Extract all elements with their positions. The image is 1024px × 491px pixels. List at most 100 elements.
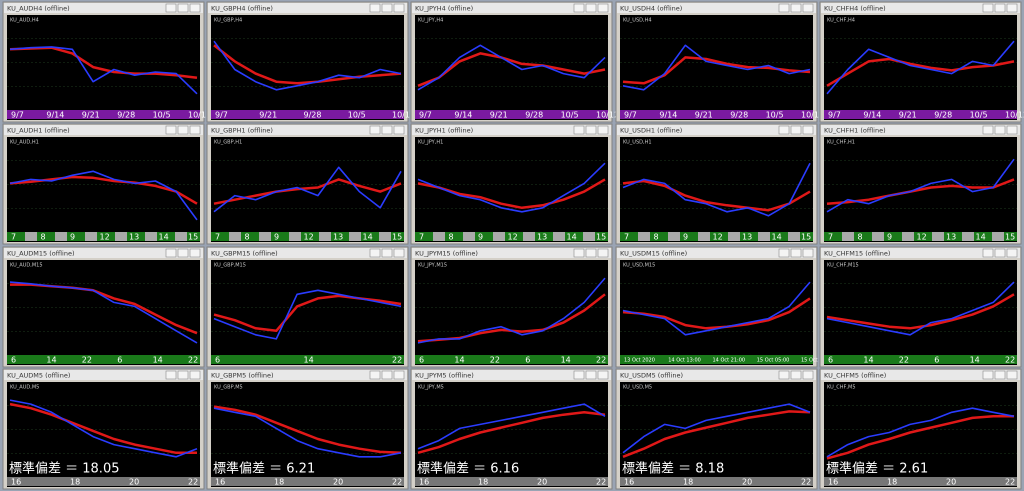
maximize-button[interactable] <box>790 3 802 13</box>
maximize-button[interactable] <box>994 3 1006 13</box>
minimize-button[interactable] <box>573 125 585 135</box>
minimize-button[interactable] <box>369 125 381 135</box>
chart-window[interactable]: KU_JPYM15 (offline) KU_JPY,M15 6 14 22 6 14 22 <box>410 246 613 368</box>
close-button[interactable] <box>393 248 405 258</box>
minimize-button[interactable] <box>165 248 177 258</box>
close-button[interactable] <box>802 125 814 135</box>
close-button[interactable] <box>802 3 814 13</box>
chart-window[interactable]: KU_JPYH1 (offline) KU_JPY,H1 7 8 9 12 13 14 15 <box>410 123 613 245</box>
chart-window[interactable]: KU_CHFH1 (offline) KU_CHF,H1 7 8 9 12 13 14 15 <box>819 123 1022 245</box>
maximize-button[interactable] <box>177 248 189 258</box>
minimize-button[interactable] <box>165 370 177 380</box>
chart-window[interactable]: KU_CHFM15 (offline) KU_CHF,M15 6 14 22 6 14 22 <box>819 246 1022 368</box>
chart-window[interactable]: KU_GBPH4 (offline) KU_GBP,H4 9/7 9/21 9/28 10… <box>206 1 415 123</box>
minimize-button[interactable] <box>982 3 994 13</box>
close-button[interactable] <box>597 370 609 380</box>
maximize-button[interactable] <box>994 248 1006 258</box>
chart-window[interactable]: KU_AUDH4 (offline) KU_AUD,H4 9/7 9/14 9/21 9/… <box>2 1 211 123</box>
maximize-button[interactable] <box>381 370 393 380</box>
close-button[interactable] <box>393 370 405 380</box>
price-line <box>213 166 402 213</box>
x-tick-label: 12 <box>917 233 927 242</box>
maximize-button[interactable] <box>177 3 189 13</box>
chart-window[interactable]: KU_AUDH1 (offline) KU_AUD,H1 7 8 9 12 13 14 15 <box>2 123 205 245</box>
chart-window[interactable]: KU_CHFM5 (offline) KU_CHF,M5 16 18 20 22 標準偏差 … <box>819 368 1022 490</box>
x-tick-label: 8 <box>41 233 46 242</box>
maximize-button[interactable] <box>381 248 393 258</box>
close-button[interactable] <box>597 248 609 258</box>
close-button[interactable] <box>1006 248 1018 258</box>
chart-window[interactable]: KU_AUDM15 (offline) KU_AUD,M15 6 14 22 6 14 22 <box>2 246 205 368</box>
minimize-button[interactable] <box>369 3 381 13</box>
maximize-button[interactable] <box>585 248 597 258</box>
maximize-button[interactable] <box>585 3 597 13</box>
x-tick-label: 14 <box>970 356 980 365</box>
maximize-button[interactable] <box>994 125 1006 135</box>
minimize-button[interactable] <box>982 370 994 380</box>
minimize-button[interactable] <box>982 248 994 258</box>
minimize-button[interactable] <box>778 3 790 13</box>
session-block <box>229 232 241 241</box>
minimize-button[interactable] <box>369 370 381 380</box>
chart-window[interactable]: KU_AUDM5 (offline) KU_AUD,M5 16 18 20 22 標準偏差 … <box>2 368 205 490</box>
x-tick-label: 22 <box>596 356 606 365</box>
maximize-button[interactable] <box>381 3 393 13</box>
chart-window[interactable]: KU_USDM5 (offline) KU_USD,M5 16 18 20 22 標準偏差 … <box>615 368 818 490</box>
maximize-button[interactable] <box>585 125 597 135</box>
chart-window[interactable]: KU_GBPH1 (offline) KU_GBP,H1 7 8 9 12 13 14 15 <box>206 123 409 245</box>
chart-window[interactable]: KU_GBPM5 (offline) KU_GBP,M5 16 18 20 22 標準偏差 … <box>206 368 409 490</box>
maximize-button[interactable] <box>790 248 802 258</box>
maximize-button[interactable] <box>790 125 802 135</box>
session-block <box>85 232 97 241</box>
minimize-button[interactable] <box>778 248 790 258</box>
minimize-button[interactable] <box>573 3 585 13</box>
close-button[interactable] <box>597 125 609 135</box>
chart-area <box>620 137 813 242</box>
x-tick-label: 9/28 <box>304 111 322 120</box>
close-button[interactable] <box>802 248 814 258</box>
minimize-button[interactable] <box>165 3 177 13</box>
minimize-button[interactable] <box>369 248 381 258</box>
maximize-button[interactable] <box>585 370 597 380</box>
x-tick-label: 12 <box>713 233 723 242</box>
close-button[interactable] <box>189 370 201 380</box>
minimize-button[interactable] <box>982 125 994 135</box>
close-button[interactable] <box>802 370 814 380</box>
close-button[interactable] <box>393 3 405 13</box>
chart-window[interactable]: KU_USDM15 (offline) KU_USD,M15 13 Oct 2020… <box>615 246 834 368</box>
chart-window[interactable]: KU_USDH1 (offline) KU_USD,H1 7 8 9 12 13 14 15 <box>615 123 818 245</box>
time-axis-strip <box>7 477 200 486</box>
time-axis-strip <box>415 477 608 486</box>
close-button[interactable] <box>1006 125 1018 135</box>
minimize-button[interactable] <box>778 370 790 380</box>
close-button[interactable] <box>393 125 405 135</box>
minimize-button[interactable] <box>778 125 790 135</box>
close-button[interactable] <box>1006 3 1018 13</box>
chart-window[interactable]: KU_USDH4 (offline) KU_USD,H4 9/7 9/14 9/21 9/… <box>615 1 824 123</box>
maximize-button[interactable] <box>381 125 393 135</box>
time-axis-strip <box>211 477 404 486</box>
close-button[interactable] <box>189 3 201 13</box>
maximize-button[interactable] <box>177 125 189 135</box>
x-tick-label: 10/12 <box>1005 111 1024 120</box>
session-block <box>463 232 475 241</box>
chart-window[interactable]: KU_GBPM15 (offline) KU_GBP,M15 6 14 22 <box>206 246 409 368</box>
maximize-button[interactable] <box>790 370 802 380</box>
maximize-button[interactable] <box>177 370 189 380</box>
minimize-button[interactable] <box>165 125 177 135</box>
close-button[interactable] <box>189 248 201 258</box>
minimize-button[interactable] <box>573 370 585 380</box>
chart-area <box>7 15 200 120</box>
minimize-button[interactable] <box>573 248 585 258</box>
close-button[interactable] <box>1006 370 1018 380</box>
symbol-label: KU_AUD,H4 <box>10 18 39 24</box>
price-line <box>622 281 811 336</box>
chart-window[interactable]: KU_JPYM5 (offline) KU_JPY,M5 16 18 20 22 標準偏差 … <box>410 368 613 490</box>
chart-window[interactable]: KU_JPYH4 (offline) KU_JPY,H4 9/7 9/14 9/21 9/… <box>410 1 619 123</box>
chart-window[interactable]: KU_CHFH4 (offline) KU_CHF,H4 9/7 9/14 9/21 9/… <box>819 1 1024 123</box>
close-button[interactable] <box>597 3 609 13</box>
price-line <box>622 162 811 217</box>
maximize-button[interactable] <box>994 370 1006 380</box>
close-button[interactable] <box>189 125 201 135</box>
